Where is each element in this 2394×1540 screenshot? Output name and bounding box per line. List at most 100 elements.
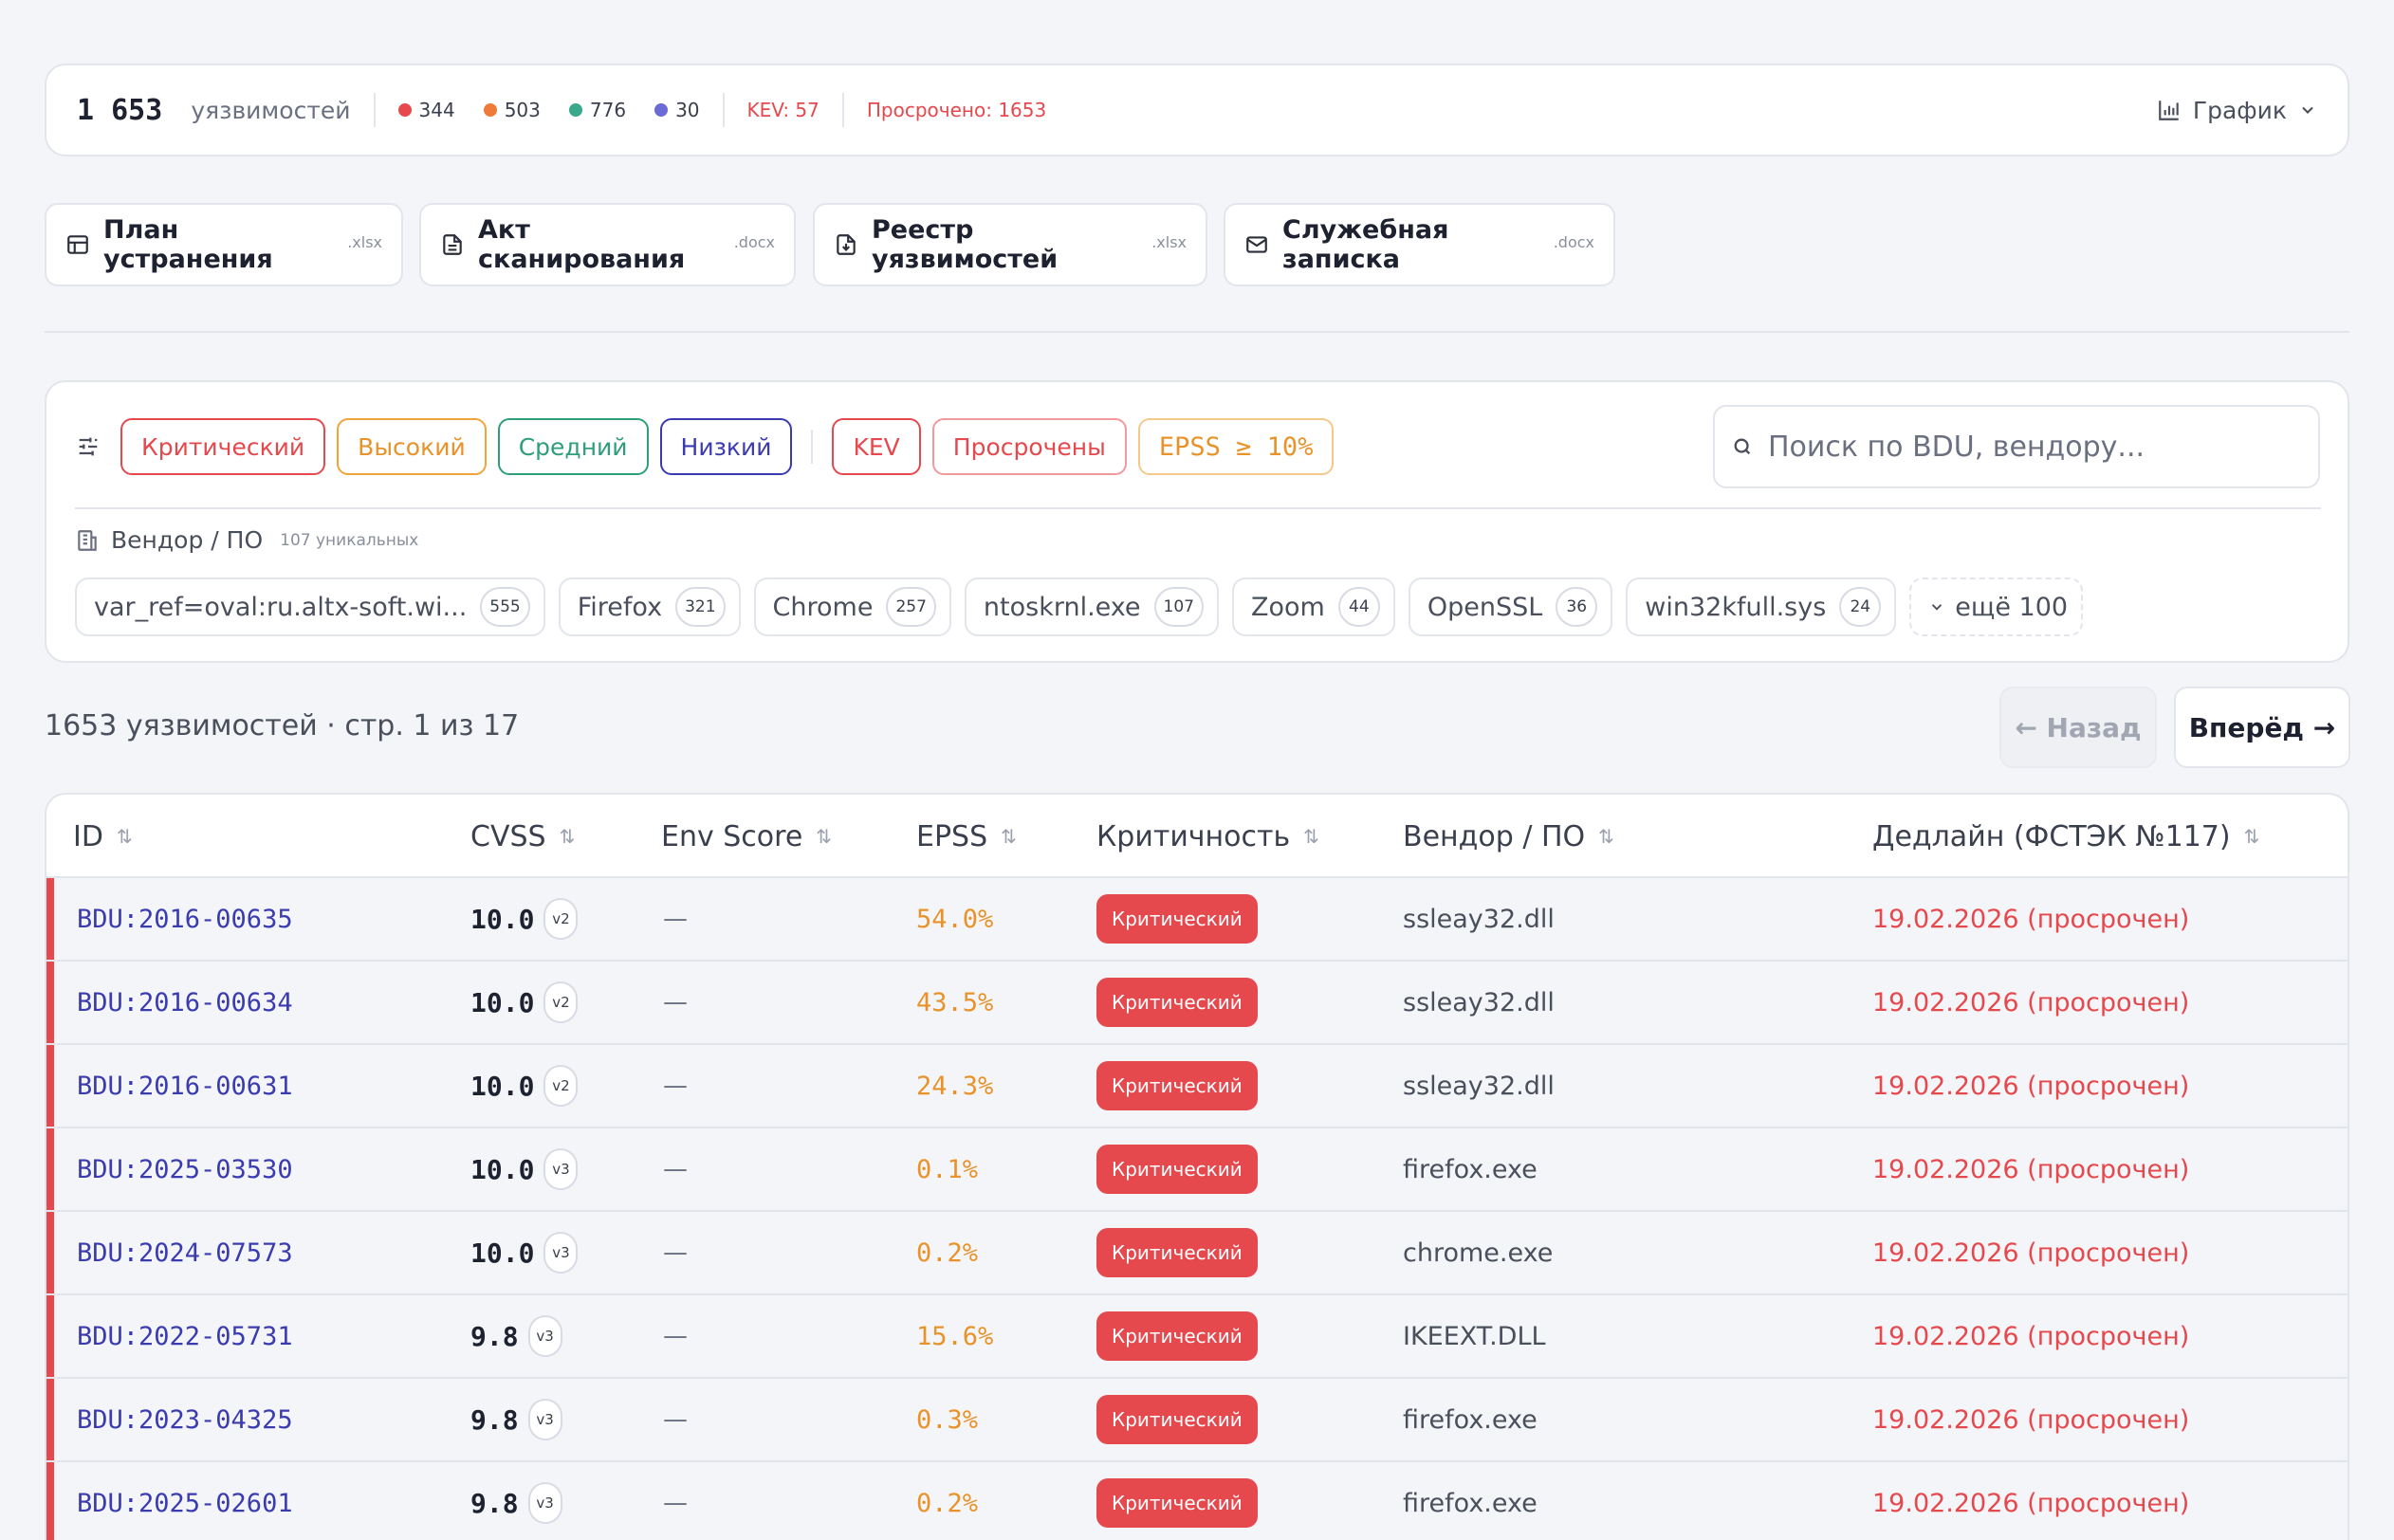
sort-icon: ⇅ [816, 825, 833, 848]
search-input[interactable] [1768, 430, 2299, 464]
epss-value: 0.1% [916, 1154, 979, 1184]
cvss-cell: 9.8 v3 [470, 1295, 562, 1377]
report-ext: .xlsx [347, 232, 382, 251]
vendor-name: ntoskrnl.exe [983, 592, 1141, 622]
filter-low-chip[interactable]: Низкий [659, 418, 793, 475]
epss-value: 0.2% [916, 1488, 979, 1518]
next-button[interactable]: Вперёд → [2174, 687, 2350, 768]
table-row[interactable]: BDU:2022-05731 9.8 v3 — 15.6% Критический IKEE… [46, 1295, 2348, 1379]
chevron-down-icon [2302, 106, 2313, 114]
vendor-name: Chrome [772, 592, 874, 622]
filter-overdue-chip[interactable]: Просрочены [931, 418, 1127, 475]
vuln-id-link[interactable]: BDU:2016-00631 [77, 1071, 293, 1101]
vendor-chip[interactable]: win32kfull.sys 24 [1626, 578, 1897, 636]
total-label: уязвимостей [191, 96, 351, 124]
cvss-score: 10.0 [470, 1237, 535, 1269]
column-label: Критичность [1096, 819, 1291, 853]
column-label: EPSS [916, 819, 988, 853]
cvss-score: 10.0 [470, 986, 535, 1018]
divider [373, 93, 376, 127]
deadline: 19.02.2026 (просрочен) [1872, 1321, 2190, 1351]
vuln-id-link[interactable]: BDU:2016-00634 [77, 987, 293, 1018]
search-box[interactable] [1713, 405, 2320, 488]
severity-badge: Критический [1096, 1395, 1258, 1444]
column-header-epss[interactable]: EPSS ⇅ [916, 795, 1017, 878]
chart-toggle-button[interactable]: График [2157, 97, 2317, 124]
chevron-down-icon [1932, 604, 1943, 611]
severity-badge: Критический [1096, 1478, 1258, 1528]
filter-critical-chip[interactable]: Критический [120, 418, 326, 475]
vuln-id-link[interactable]: BDU:2025-03530 [77, 1154, 293, 1184]
report-scan-act-button[interactable]: Акт сканирования .docx [419, 203, 796, 286]
table-row[interactable]: BDU:2025-03530 10.0 v3 — 0.1% Критический fire… [46, 1128, 2348, 1212]
column-header-cvss[interactable]: CVSS ⇅ [470, 795, 575, 878]
env-score: — [663, 1489, 688, 1517]
vuln-id-link[interactable]: BDU:2016-00635 [77, 904, 293, 934]
report-memo-button[interactable]: Служебная записка .docx [1224, 203, 1615, 286]
cvss-version-badge: v3 [543, 1148, 579, 1190]
vuln-id-link[interactable]: BDU:2022-05731 [77, 1321, 293, 1351]
vendor-chip[interactable]: var_ref=oval:ru.altx-soft.wi... 555 [75, 578, 545, 636]
filter-medium-chip[interactable]: Средний [497, 418, 649, 475]
epss-value: 0.3% [916, 1404, 979, 1435]
report-registry-button[interactable]: Реестр уязвимостей .xlsx [813, 203, 1207, 286]
table-row[interactable]: BDU:2024-07573 10.0 v3 — 0.2% Критический chro… [46, 1212, 2348, 1295]
filter-epss-chip[interactable]: EPSS ≥ 10% [1137, 418, 1335, 475]
epss-value: 24.3% [916, 1071, 994, 1101]
column-label: Вендор / ПО [1403, 819, 1586, 853]
epss-value: 15.6% [916, 1321, 994, 1351]
back-button[interactable]: ← Назад [1999, 687, 2157, 768]
vendor-name: var_ref=oval:ru.altx-soft.wi... [94, 592, 468, 622]
table-header: ID ⇅ CVSS ⇅ Env Score ⇅ EPSS ⇅ Критичность ⇅ … [46, 795, 2348, 878]
severity-badge: Критический [1096, 1311, 1258, 1361]
vendor-count: 257 [886, 587, 936, 627]
table-row[interactable]: BDU:2025-02601 9.8 v3 — 0.2% Критический firef… [46, 1462, 2348, 1540]
severity-badge: Критический [1096, 1061, 1258, 1110]
vendor-name: firefox.exe [1403, 1154, 1538, 1184]
epss-value: 54.0% [916, 904, 994, 934]
column-header-env-score[interactable]: Env Score ⇅ [661, 795, 832, 878]
sort-icon: ⇅ [116, 825, 133, 848]
vuln-id-link[interactable]: BDU:2023-04325 [77, 1404, 293, 1435]
table-row[interactable]: BDU:2016-00635 10.0 v2 — 54.0% Критический ssl… [46, 878, 2348, 962]
column-header-id[interactable]: ID ⇅ [73, 795, 133, 878]
vendor-chip[interactable]: Firefox 321 [558, 578, 741, 636]
sort-icon: ⇅ [559, 825, 576, 848]
column-header-vendor[interactable]: Вендор / ПО ⇅ [1403, 795, 1614, 878]
mail-icon [1244, 231, 1269, 258]
vendor-count: 24 [1839, 587, 1882, 627]
vendor-chip[interactable]: OpenSSL 36 [1408, 578, 1613, 636]
column-label: Дедлайн (ФСТЭК №117) [1872, 819, 2231, 853]
table-row[interactable]: BDU:2016-00634 10.0 v2 — 43.5% Критический ssl… [46, 962, 2348, 1045]
table-row[interactable]: BDU:2023-04325 9.8 v3 — 0.3% Критический firef… [46, 1379, 2348, 1462]
cvss-cell: 10.0 v3 [470, 1212, 579, 1293]
vendor-name: ssleay32.dll [1403, 1071, 1555, 1101]
search-icon [1734, 438, 1751, 455]
cvss-cell: 9.8 v3 [470, 1462, 562, 1540]
env-score: — [663, 1155, 688, 1183]
vendor-chip[interactable]: Chrome 257 [753, 578, 951, 636]
sort-icon: ⇅ [2243, 825, 2260, 848]
report-remediation-plan-button[interactable]: План устранения .xlsx [45, 203, 403, 286]
vuln-id-link[interactable]: BDU:2024-07573 [77, 1238, 293, 1268]
table-row[interactable]: BDU:2016-00631 10.0 v2 — 24.3% Критический ssl… [46, 1045, 2348, 1128]
deadline: 19.02.2026 (просрочен) [1872, 1488, 2190, 1518]
severity-count-medium: 776 [568, 99, 626, 121]
report-ext: .xlsx [1151, 232, 1187, 251]
divider [722, 93, 725, 127]
filter-kev-chip[interactable]: KEV [832, 418, 921, 475]
severity-cell: Критический [1096, 1295, 1258, 1377]
vendor-count: 36 [1556, 587, 1598, 627]
vendor-chip[interactable]: Zoom 44 [1232, 578, 1395, 636]
severity-count-critical: 344 [397, 99, 455, 121]
column-header-severity[interactable]: Критичность ⇅ [1096, 795, 1319, 878]
vuln-id-link[interactable]: BDU:2025-02601 [77, 1488, 293, 1518]
deadline: 19.02.2026 (просрочен) [1872, 1404, 2190, 1435]
filter-high-chip[interactable]: Высокий [337, 418, 487, 475]
severity-count-low: 30 [654, 99, 700, 121]
divider [75, 507, 2321, 509]
vendor-more-button[interactable]: ещё 100 [1909, 578, 2084, 636]
sort-icon: ⇅ [1001, 825, 1017, 848]
vendor-chip[interactable]: ntoskrnl.exe 107 [964, 578, 1219, 636]
column-header-deadline[interactable]: Дедлайн (ФСТЭК №117) ⇅ [1872, 795, 2259, 878]
